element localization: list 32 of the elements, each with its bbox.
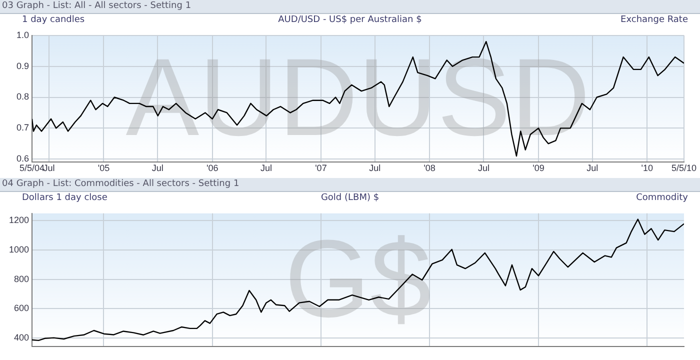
text: Exchange Rate	[620, 14, 688, 27]
text: Commodity	[636, 192, 688, 205]
y-tick-label: 1000	[8, 244, 29, 254]
text: 03 Graph - List: All - All sectors - Setting 1	[0, 0, 700, 14]
y-tick-label: 600	[14, 303, 29, 314]
x-tick-label: '07	[315, 163, 327, 174]
y-tick-label: 0.8	[16, 92, 29, 102]
x-tick-label: 5/5/04	[19, 163, 45, 174]
x-tick-label: '05	[98, 163, 110, 174]
x-tick-label: Jul	[369, 163, 381, 174]
chart-subtitle: Dollars 1 day close	[22, 192, 108, 205]
x-tick-label: Jul	[478, 163, 490, 174]
y-tick-label: 400	[14, 332, 29, 342]
x-tick-label: '06	[206, 163, 218, 174]
y-tick-label: 1200	[8, 215, 29, 226]
chart-subtitle: 1 day candles	[22, 14, 85, 27]
x-tick-label: Jul	[152, 163, 164, 174]
y-tick-label: 0.7	[16, 122, 29, 133]
x-tick-label: 5/5/10	[671, 163, 697, 174]
x-tick-label: '09	[532, 163, 544, 174]
chart-title: Gold (LBM) $	[320, 192, 380, 205]
y-tick-label: 800	[14, 274, 29, 284]
y-tick-label: 0.9	[16, 60, 29, 71]
chart-title: AUD/USD - US$ per Australian $	[278, 14, 422, 27]
y-tick-label: 0.6	[16, 154, 29, 164]
x-tick-label: '08	[424, 163, 436, 174]
x-tick-label: '10	[641, 163, 653, 174]
text: 04 Graph - List: Commodities - All sectors - Setting 1	[0, 178, 700, 192]
y-tick-label: 1.0	[16, 30, 29, 40]
x-tick-label: Jul	[586, 163, 598, 174]
x-tick-label: Jul	[260, 163, 272, 174]
x-tick-label: Jul	[43, 163, 55, 174]
